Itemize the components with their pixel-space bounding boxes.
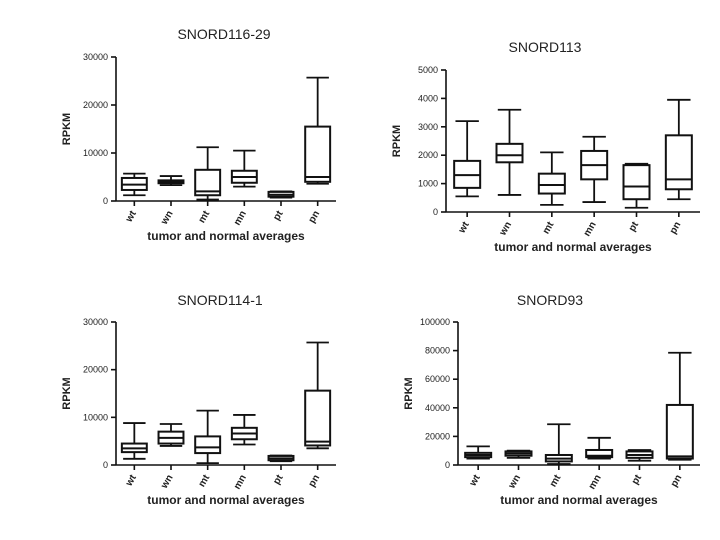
y-tick-label: 5000 bbox=[418, 65, 438, 75]
box-pn bbox=[665, 351, 694, 461]
x-tick-label: pn bbox=[669, 473, 685, 489]
y-tick-label: 30000 bbox=[83, 52, 108, 62]
y-tick-label: 10000 bbox=[83, 148, 108, 158]
iqr-box bbox=[622, 164, 651, 201]
box-pt bbox=[267, 190, 295, 199]
y-tick-label: 40000 bbox=[425, 403, 450, 413]
chart-panel-1: SNORD113 0 1000 2000 3000 4000 5000 RPKM wt wn mt m… bbox=[391, 39, 700, 254]
y-tick-label: 20000 bbox=[83, 365, 108, 375]
x-tick-label: pt bbox=[627, 219, 642, 233]
box-pn bbox=[304, 341, 332, 450]
x-tick-label: pt bbox=[271, 208, 286, 222]
x-axis-label: tumor and normal averages bbox=[147, 493, 305, 507]
iqr-box bbox=[665, 403, 694, 460]
x-tick-label: mt bbox=[197, 208, 213, 225]
y-tick-label: 1000 bbox=[418, 179, 438, 189]
chart-title: SNORD113 bbox=[509, 39, 582, 55]
y-tick-label: 0 bbox=[103, 460, 108, 470]
box-wn bbox=[157, 423, 185, 447]
x-axis-label: tumor and normal averages bbox=[147, 229, 305, 243]
box-mn bbox=[585, 436, 614, 460]
y-tick-label: 4000 bbox=[418, 93, 438, 103]
box-pn bbox=[664, 98, 693, 201]
x-tick-label: wn bbox=[159, 473, 176, 491]
x-tick-label: mn bbox=[232, 473, 249, 491]
x-tick-label: mn bbox=[587, 473, 604, 491]
box-wn bbox=[157, 175, 185, 187]
y-tick-label: 0 bbox=[433, 207, 438, 217]
box-mt bbox=[544, 423, 573, 465]
y-tick-label: 20000 bbox=[83, 100, 108, 110]
y-axis-label: RPKM bbox=[61, 377, 73, 409]
y-tick-label: 0 bbox=[103, 196, 108, 206]
box-pt bbox=[622, 162, 651, 209]
x-tick-label: pn bbox=[668, 220, 684, 236]
y-axis-label: RPKM bbox=[391, 125, 403, 157]
y-tick-label: 2000 bbox=[418, 150, 438, 160]
x-tick-label: mn bbox=[582, 220, 599, 238]
x-tick-label: wt bbox=[123, 472, 139, 489]
y-tick-label: 0 bbox=[445, 460, 450, 470]
chart-title: SNORD93 bbox=[517, 292, 583, 308]
x-tick-label: wn bbox=[497, 220, 514, 238]
box-wn bbox=[504, 449, 533, 459]
x-tick-label: wt bbox=[123, 208, 139, 225]
x-tick-label: pn bbox=[307, 473, 323, 489]
y-axis-label: RPKM bbox=[61, 113, 73, 145]
iqr-box bbox=[495, 142, 524, 164]
y-tick-label: 30000 bbox=[83, 317, 108, 327]
box-mn bbox=[580, 135, 609, 203]
y-tick-label: 60000 bbox=[425, 374, 450, 384]
box-pn bbox=[304, 76, 332, 185]
iqr-box bbox=[304, 125, 332, 183]
iqr-box bbox=[585, 448, 614, 459]
chart-panel-2: SNORD114-1 0 10000 20000 30000 RPKM wt wn mt mn pt… bbox=[61, 292, 336, 507]
chart-title: SNORD114-1 bbox=[177, 292, 263, 308]
x-tick-label: mt bbox=[541, 219, 557, 236]
box-pt bbox=[625, 449, 654, 462]
iqr-box bbox=[537, 172, 566, 195]
x-axis-label: tumor and normal averages bbox=[500, 493, 658, 507]
x-tick-label: pt bbox=[630, 472, 645, 486]
x-tick-label: wt bbox=[467, 472, 483, 489]
iqr-box bbox=[194, 435, 222, 455]
iqr-box bbox=[664, 134, 693, 191]
x-tick-label: mt bbox=[548, 472, 564, 489]
x-axis-label: tumor and normal averages bbox=[494, 240, 652, 254]
box-pt bbox=[267, 454, 295, 463]
box-mt bbox=[194, 146, 222, 201]
y-tick-label: 10000 bbox=[83, 412, 108, 422]
box-wt bbox=[120, 422, 148, 460]
chart-title: SNORD116-29 bbox=[177, 26, 270, 42]
box-mt bbox=[194, 409, 222, 464]
box-wt bbox=[453, 120, 482, 198]
x-tick-label: pt bbox=[271, 472, 286, 486]
chart-panel-0: SNORD116-29 0 10000 20000 30000 RPKM wt wn mt mn p… bbox=[61, 26, 336, 243]
y-tick-label: 3000 bbox=[418, 122, 438, 132]
box-wt bbox=[120, 172, 148, 197]
x-tick-label: wn bbox=[506, 473, 523, 491]
x-tick-label: wt bbox=[456, 219, 472, 236]
chart-panel-3: SNORD93 0 20000 40000 60000 80000 100000 RPKM wt… bbox=[403, 292, 700, 507]
x-tick-label: wn bbox=[159, 209, 176, 227]
box-mt bbox=[537, 151, 566, 206]
x-tick-label: mt bbox=[197, 472, 213, 489]
y-tick-label: 80000 bbox=[425, 346, 450, 356]
y-tick-label: 100000 bbox=[420, 317, 450, 327]
box-wn bbox=[495, 108, 524, 196]
box-mn bbox=[230, 414, 258, 446]
x-tick-label: pn bbox=[307, 209, 323, 225]
box-mn bbox=[230, 149, 258, 188]
iqr-box bbox=[304, 389, 332, 447]
y-tick-label: 20000 bbox=[425, 431, 450, 441]
y-axis-label: RPKM bbox=[403, 377, 415, 409]
box-wt bbox=[464, 445, 493, 460]
x-tick-label: mn bbox=[232, 209, 249, 227]
